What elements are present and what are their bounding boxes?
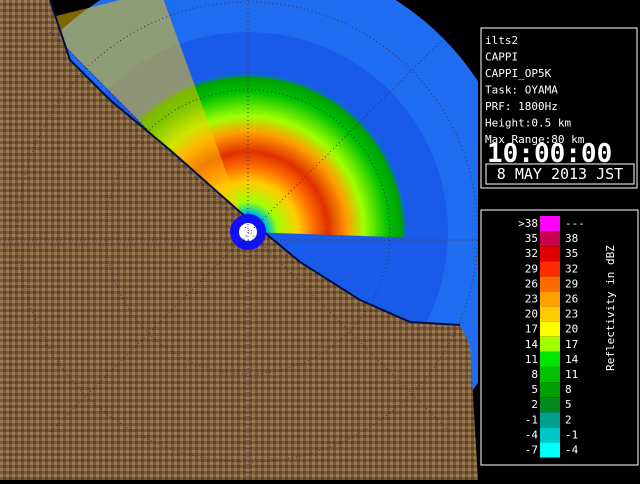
legend-swatch: [540, 397, 560, 413]
legend-swatch: [540, 231, 560, 247]
legend-title: Reflectivity in dBZ: [604, 245, 617, 371]
legend-high: 29: [565, 277, 578, 290]
legend-swatch: [540, 261, 560, 277]
legend-high: -1: [565, 428, 578, 441]
legend-swatch: [540, 291, 560, 307]
legend-high: 2: [565, 413, 572, 426]
legend-low: 26: [525, 277, 538, 290]
legend-low: 35: [525, 232, 538, 245]
info-panel: [480, 27, 638, 189]
legend-swatch: [540, 412, 560, 428]
legend-low: 2: [531, 398, 538, 411]
legend-high: 14: [565, 353, 579, 366]
info-line: Max Range:80 km: [485, 133, 585, 146]
legend-swatch: [540, 382, 560, 398]
legend-low: 20: [525, 308, 538, 321]
legend-low: 11: [525, 353, 538, 366]
legend-high: 20: [565, 323, 578, 336]
legend-swatch: [540, 442, 560, 458]
legend-high: 11: [565, 368, 578, 381]
legend-high: 17: [565, 338, 578, 351]
info-line: Task: OYAMA: [485, 84, 558, 97]
legend-high: 35: [565, 247, 578, 260]
legend-high: ---: [565, 217, 585, 230]
legend-high: 5: [565, 398, 572, 411]
date-box: [485, 163, 635, 185]
legend-high: 23: [565, 308, 578, 321]
legend-low: -4: [525, 428, 539, 441]
legend-high: 26: [565, 293, 578, 306]
legend-swatch: [540, 246, 560, 262]
legend-low: 8: [531, 368, 538, 381]
legend-high: -4: [565, 444, 579, 457]
info-line: CAPPI_OP5K: [485, 67, 552, 80]
legend-low: 29: [525, 262, 538, 275]
legend-low: >38: [518, 217, 538, 230]
info-line: CAPPI: [485, 51, 518, 64]
legend-low: -1: [525, 413, 538, 426]
legend-swatch: [540, 276, 560, 292]
info-line: Height:0.5 km: [485, 117, 571, 130]
legend-swatch: [540, 216, 560, 231]
legend-low: 5: [531, 383, 538, 396]
legend-swatch: [540, 427, 560, 443]
legend-swatch: [540, 336, 560, 352]
info-line: PRF: 1800Hz: [485, 100, 558, 113]
legend-high: 8: [565, 383, 572, 396]
legend-low: -7: [525, 444, 538, 457]
legend-low: 17: [525, 323, 538, 336]
legend-high: 32: [565, 262, 578, 275]
legend-low: 14: [525, 338, 539, 351]
legend-swatch: [540, 306, 560, 322]
date: 8 MAY 2013 JST: [497, 165, 623, 183]
info-line: ilts2: [485, 34, 518, 47]
legend-low: 32: [525, 247, 538, 260]
legend-swatch: [540, 351, 560, 367]
legend-low: 23: [525, 293, 538, 306]
radar-map: [0, 0, 478, 480]
legend-swatch: [540, 367, 560, 382]
legend-swatch: [540, 321, 560, 337]
legend-high: 38: [565, 232, 578, 245]
